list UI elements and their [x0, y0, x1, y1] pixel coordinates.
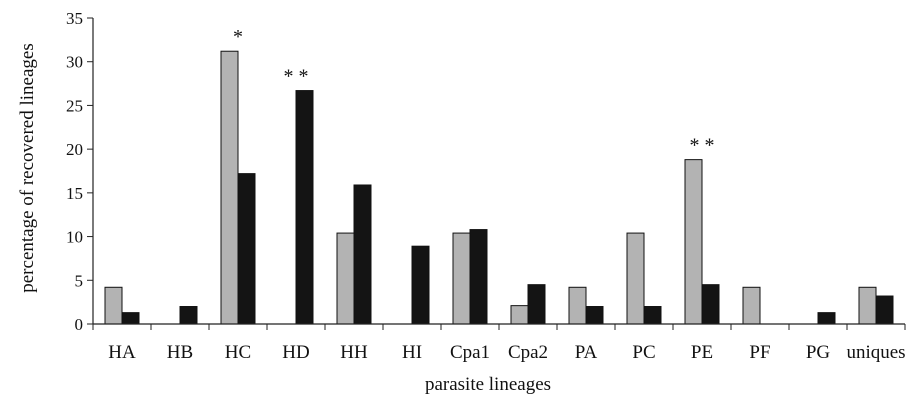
x-category-label: PC — [632, 342, 655, 363]
y-tick-label: 0 — [75, 315, 84, 334]
bar-series1-PA — [568, 286, 587, 325]
bar-series1-PF — [742, 286, 761, 325]
significance-marker: * * — [284, 66, 309, 88]
x-category-label: HH — [340, 342, 368, 363]
bar-series1-Cpa1 — [452, 232, 471, 325]
x-axis-title: parasite lineages — [425, 374, 551, 395]
x-category-label: uniques — [846, 342, 905, 363]
bar-series1-PE — [684, 159, 703, 325]
significance-annotations: * * * * * — [233, 26, 715, 156]
x-category-label: HA — [108, 342, 136, 363]
bar-series1-HC — [220, 50, 239, 325]
y-tick-label: 10 — [66, 228, 83, 247]
y-tick-label: 35 — [66, 9, 83, 28]
y-axis-title: percentage of recovered lineages — [17, 43, 38, 293]
bar-series1-HA — [104, 286, 123, 325]
significance-marker: * * — [690, 135, 715, 157]
x-category-label: Cpa2 — [508, 342, 548, 363]
y-tick-label: 15 — [66, 184, 83, 203]
x-category-label: PF — [749, 342, 770, 363]
x-category-label: HB — [167, 342, 193, 363]
bar-series2-PE — [701, 284, 720, 325]
bar-series1-uniques — [858, 286, 877, 325]
x-category-label: HC — [225, 342, 251, 363]
bar-series2-HH — [353, 184, 372, 325]
bar-series2-Cpa2 — [527, 284, 546, 325]
y-tick-label: 20 — [66, 140, 83, 159]
bars — [104, 50, 894, 325]
bar-series1-HH — [336, 232, 355, 325]
bar-series1-Cpa2 — [510, 305, 529, 325]
x-category-label: PA — [575, 342, 598, 363]
bar-series2-HC — [237, 173, 256, 325]
y-tick-label: 5 — [75, 271, 84, 290]
bar-series1-PC — [626, 232, 645, 325]
x-category-label: HD — [282, 342, 309, 363]
bar-series2-PA — [585, 306, 604, 325]
bar-series2-HB — [179, 306, 198, 325]
y-tick-label: 30 — [66, 53, 83, 72]
bar-series2-HI — [411, 245, 430, 325]
bar-series2-HA — [121, 312, 140, 325]
x-category-label: HI — [402, 342, 422, 363]
y-tick-label: 25 — [66, 96, 83, 115]
y-axis-ticks: 0 5 10 15 20 25 30 35 — [66, 9, 93, 334]
bar-series2-HD — [295, 90, 314, 325]
x-axis-labels: HA HB HC HD HH HI Cpa1 Cpa2 PA PC PE PF PG uniques — [108, 342, 905, 363]
x-category-label: PE — [691, 342, 713, 363]
axes — [92, 18, 906, 330]
bar-series2-Cpa1 — [469, 229, 488, 325]
bar-series2-PG — [817, 312, 836, 325]
bar-series2-PC — [643, 306, 662, 325]
x-category-label: PG — [806, 342, 831, 363]
significance-marker: * — [233, 26, 243, 48]
x-category-label: Cpa1 — [450, 342, 490, 363]
bar-series2-uniques — [875, 295, 894, 325]
